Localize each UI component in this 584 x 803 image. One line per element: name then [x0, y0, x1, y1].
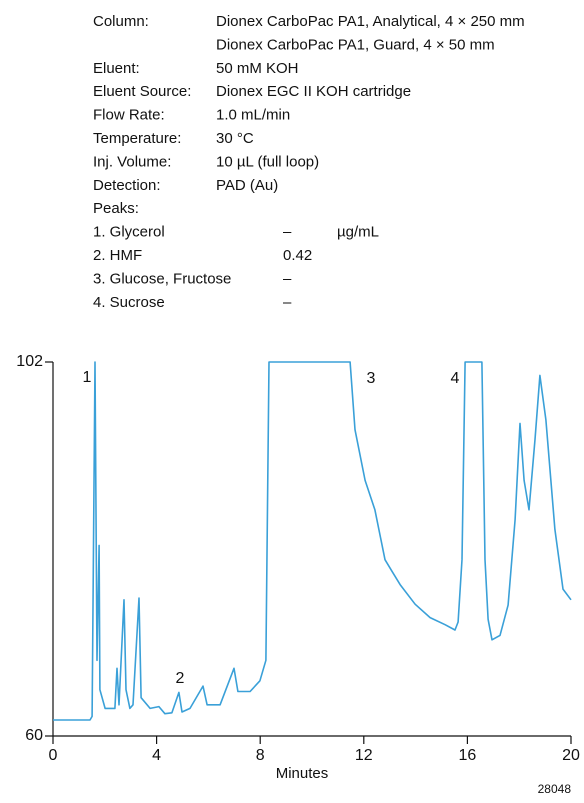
x-tick-label: 12: [355, 747, 373, 764]
peak-label: 3: [367, 370, 376, 387]
condition-value: 1.0 mL/min: [216, 107, 290, 124]
condition-value: Dionex CarboPac PA1, Guard, 4 × 50 mm: [216, 36, 495, 53]
peak-name: 4. Sucrose: [93, 294, 165, 311]
peak-amount: –: [283, 224, 292, 241]
x-tick-label: 16: [459, 747, 477, 764]
condition-label: Inj. Volume:: [93, 153, 171, 170]
x-tick-label: 0: [49, 747, 58, 764]
peak-name: 2. HMF: [93, 247, 142, 264]
peaks-title: Peaks:: [93, 200, 139, 217]
condition-value: Dionex EGC II KOH cartridge: [216, 83, 411, 100]
x-tick-label: 20: [562, 747, 580, 764]
figure-id: 28048: [538, 782, 572, 796]
peak-amount: –: [283, 294, 292, 311]
peak-name: 1. Glycerol: [93, 224, 165, 241]
condition-label: Temperature:: [93, 130, 181, 147]
peak-label: 1: [83, 369, 92, 386]
condition-label: Column:: [93, 13, 149, 30]
condition-value: PAD (Au): [216, 177, 278, 194]
condition-value: 50 mM KOH: [216, 60, 299, 77]
x-tick-label: 8: [256, 747, 265, 764]
peak-unit: µg/mL: [337, 224, 379, 241]
condition-value: Dionex CarboPac PA1, Analytical, 4 × 250…: [216, 13, 525, 30]
peak-label: 2: [176, 670, 185, 687]
peak-amount: 0.42: [283, 247, 312, 264]
peak-name: 3. Glucose, Fructose: [93, 270, 231, 287]
y-tick-label: 60: [25, 727, 43, 744]
chromatogram-trace: [53, 361, 572, 721]
condition-label: Detection:: [93, 177, 161, 194]
condition-value: 10 µL (full loop): [216, 153, 319, 170]
x-axis-label: Minutes: [276, 765, 329, 782]
condition-label: Flow Rate:: [93, 107, 165, 124]
condition-label: Eluent Source:: [93, 83, 191, 100]
peak-label: 4: [451, 370, 460, 387]
condition-label: Eluent:: [93, 60, 140, 77]
x-tick-label: 4: [152, 747, 161, 764]
y-tick-label: 102: [16, 353, 43, 370]
peak-amount: –: [283, 270, 292, 287]
condition-value: 30 °C: [216, 130, 254, 147]
